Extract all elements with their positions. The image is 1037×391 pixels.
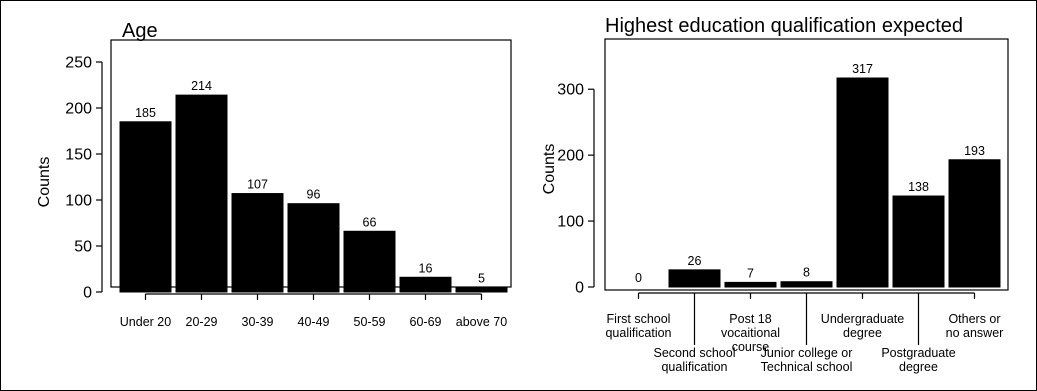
x-tick-label: 30-39 [242, 315, 274, 329]
chart-title: Age [122, 20, 158, 42]
y-tick-label: 200 [557, 148, 584, 165]
data-label: 8 [803, 266, 810, 280]
data-label: 96 [307, 188, 321, 202]
y-tick-label: 200 [65, 101, 92, 118]
bar [119, 121, 172, 293]
x-tick-label: Second school qualification [653, 346, 735, 374]
x-tick-label: Under 20 [120, 315, 171, 329]
data-label: 0 [635, 271, 642, 285]
x-tick-label: Undergraduate degree [821, 312, 904, 340]
data-label: 193 [964, 144, 985, 158]
chart-1: Age Counts 0 50 100 150 200 250 185 Under 20 214 20… [36, 20, 512, 329]
y-tick-label: 50 [74, 239, 92, 256]
y-tick-label: 100 [65, 193, 92, 210]
bar [231, 193, 284, 293]
bar [613, 287, 664, 288]
data-label: 185 [135, 106, 156, 120]
x-tick-label: above 70 [456, 315, 507, 329]
data-label: 214 [191, 79, 212, 93]
bar [724, 281, 777, 288]
y-tick-label: 0 [83, 285, 92, 302]
x-tick-label: Postgraduate degree [881, 346, 955, 374]
bar [668, 269, 721, 288]
chart-2: Highest education qualification expected… [541, 15, 1009, 374]
x-tick-label: Junior college or Technical school [761, 346, 853, 374]
x-tick-label: 40-49 [298, 315, 330, 329]
y-tick-label: 300 [557, 82, 584, 99]
data-label: 138 [908, 180, 929, 194]
y-tick-label: 250 [65, 55, 92, 72]
chart-title: Highest education qualification expected [605, 15, 963, 37]
bar [343, 230, 396, 293]
bar [948, 159, 1001, 288]
data-label: 107 [247, 178, 268, 192]
bar [399, 276, 452, 293]
data-label: 5 [478, 271, 485, 285]
data-label: 66 [363, 215, 377, 229]
bar [455, 286, 508, 293]
x-tick-label: 60-69 [410, 315, 442, 329]
bar [836, 77, 889, 288]
data-label: 7 [747, 266, 754, 280]
bar [287, 203, 340, 293]
y-tick-label: 150 [65, 147, 92, 164]
bar [175, 94, 228, 293]
data-label: 317 [852, 62, 873, 76]
y-axis-label: Counts [36, 157, 53, 208]
data-label: 16 [419, 261, 433, 275]
x-tick-label: Post 18 vocaitional course [721, 312, 780, 354]
x-tick-label: Others or no answer [946, 312, 1004, 340]
bar [780, 281, 833, 288]
x-tick-label: First school qualification [605, 312, 671, 340]
data-label: 26 [688, 254, 702, 268]
y-axis-label: Counts [541, 144, 558, 195]
y-tick-label: 100 [557, 214, 584, 231]
x-tick-label: 50-59 [354, 315, 386, 329]
x-tick-label: 20-29 [186, 315, 218, 329]
bar [892, 195, 945, 288]
plot-frame [604, 38, 1009, 291]
y-tick-label: 0 [575, 280, 584, 297]
